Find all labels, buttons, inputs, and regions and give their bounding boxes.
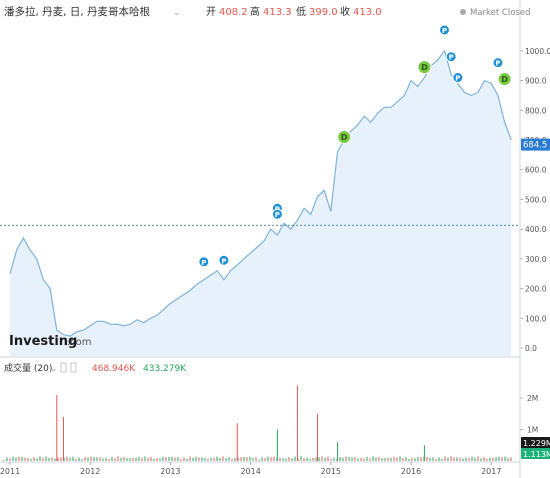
event-marker-circle[interactable] bbox=[271, 208, 283, 220]
current-price-value: 684.5 bbox=[523, 141, 547, 151]
high-label: 高 bbox=[250, 5, 260, 18]
event-markers: PPPPDDPPPPD bbox=[198, 24, 512, 268]
dividend-marker-circle[interactable] bbox=[417, 60, 432, 75]
price-axis-tick-label: 300.0 bbox=[525, 255, 547, 264]
marker-label: D bbox=[421, 63, 428, 72]
investing-logo-suffix: .com bbox=[67, 337, 92, 348]
marker-label: D bbox=[501, 75, 508, 84]
dividend-marker-circle[interactable] bbox=[497, 72, 512, 87]
price-axis-tick-label: 400.0 bbox=[525, 225, 547, 234]
price-pane[interactable]: PPPPDDPPPPD bbox=[0, 24, 520, 357]
volume-value-up: 433.279K bbox=[143, 364, 187, 374]
time-axis-tick-label: 2014 bbox=[240, 467, 260, 476]
price-area bbox=[10, 50, 512, 357]
marker-label: P bbox=[221, 257, 226, 265]
chevron-down-icon[interactable]: ⌄ bbox=[50, 364, 58, 374]
instrument-title: 潘多拉, 丹麦, 日, 丹麦哥本哈根 bbox=[4, 5, 151, 18]
volume-axis-tick-label: 1M bbox=[527, 426, 538, 435]
event-marker-circle[interactable] bbox=[452, 72, 464, 84]
event-marker-circle[interactable] bbox=[198, 256, 210, 268]
event-marker[interactable]: P bbox=[452, 72, 464, 84]
time-axis-tick-label: 2015 bbox=[321, 467, 341, 476]
price-axis-tick-label: 1000.0 bbox=[525, 47, 550, 56]
dividend-marker[interactable]: D bbox=[497, 72, 512, 87]
high-value: 413.3 bbox=[263, 7, 292, 18]
volume-settings-icon[interactable] bbox=[60, 362, 67, 373]
volume-tag-avg bbox=[521, 448, 550, 459]
close-label: 收 bbox=[340, 5, 350, 18]
price-axis-tick-label: 500.0 bbox=[525, 195, 547, 204]
volume-settings-icon[interactable] bbox=[70, 362, 77, 373]
event-marker[interactable]: P bbox=[218, 254, 230, 266]
event-marker[interactable]: P bbox=[438, 24, 450, 36]
volume-title: 成交量 (20) bbox=[4, 362, 52, 374]
low-value: 399.0 bbox=[309, 7, 338, 18]
open-label: 开 bbox=[206, 7, 216, 18]
price-axis-tick-label: 800.0 bbox=[525, 106, 547, 115]
open-value: 408.2 bbox=[219, 7, 248, 18]
market-status: Market Closed bbox=[470, 8, 530, 18]
volume-bars bbox=[3, 385, 512, 461]
marker-label: P bbox=[275, 211, 280, 219]
marker-label: P bbox=[495, 60, 500, 68]
price-axis-tick-label: 600.0 bbox=[525, 166, 547, 175]
volume-tag-current bbox=[521, 437, 550, 448]
marker-label: P bbox=[442, 27, 447, 35]
marker-label: D bbox=[341, 133, 348, 142]
time-axis: 2011 2012 2013 2014 2015 2016 2017 bbox=[0, 462, 501, 476]
dividend-marker[interactable]: D bbox=[417, 60, 432, 75]
price-axis-tick-label: 200.0 bbox=[525, 285, 547, 294]
marker-label: P bbox=[455, 75, 460, 83]
volume-axis-tick-label: 2M bbox=[527, 394, 538, 403]
time-axis-tick-label: 2011 bbox=[0, 467, 20, 476]
event-marker-circle[interactable] bbox=[438, 24, 450, 36]
time-axis-tick-label: 2012 bbox=[80, 467, 100, 476]
event-marker-circle[interactable] bbox=[492, 57, 504, 69]
volume-tag-avg-value: 1.113M bbox=[523, 450, 550, 459]
time-axis-tick-label: 2017 bbox=[481, 467, 501, 476]
current-price-tag bbox=[521, 138, 550, 151]
event-marker-circle[interactable] bbox=[218, 254, 230, 266]
volume-pane[interactable] bbox=[3, 385, 512, 461]
time-axis-tick-label: 2013 bbox=[160, 467, 180, 476]
investing-logo: Investing bbox=[9, 334, 77, 349]
price-axis-tick-label: 100.0 bbox=[525, 314, 547, 323]
marker-label: P bbox=[449, 54, 454, 62]
event-marker[interactable]: P bbox=[445, 51, 457, 63]
low-label: 低 bbox=[296, 5, 306, 18]
volume-tag-current-value: 1.229M bbox=[523, 439, 550, 448]
chevron-down-icon[interactable]: ⌄ bbox=[173, 8, 181, 18]
event-marker[interactable]: P bbox=[198, 256, 210, 268]
marker-label: P bbox=[201, 259, 206, 267]
close-value: 413.0 bbox=[353, 7, 382, 18]
event-marker[interactable]: P bbox=[271, 208, 283, 220]
price-axis-tick-label: 900.0 bbox=[525, 77, 547, 86]
time-axis-tick-label: 2016 bbox=[401, 467, 421, 476]
event-marker-circle[interactable] bbox=[445, 51, 457, 63]
dividend-marker-circle[interactable] bbox=[337, 129, 352, 144]
event-marker[interactable]: P bbox=[492, 57, 504, 69]
price-axis-tick-label: 0.0 bbox=[525, 344, 537, 353]
market-status-dot bbox=[460, 9, 466, 15]
dividend-marker[interactable]: D bbox=[337, 129, 352, 144]
volume-value-down: 468.946K bbox=[92, 364, 136, 374]
